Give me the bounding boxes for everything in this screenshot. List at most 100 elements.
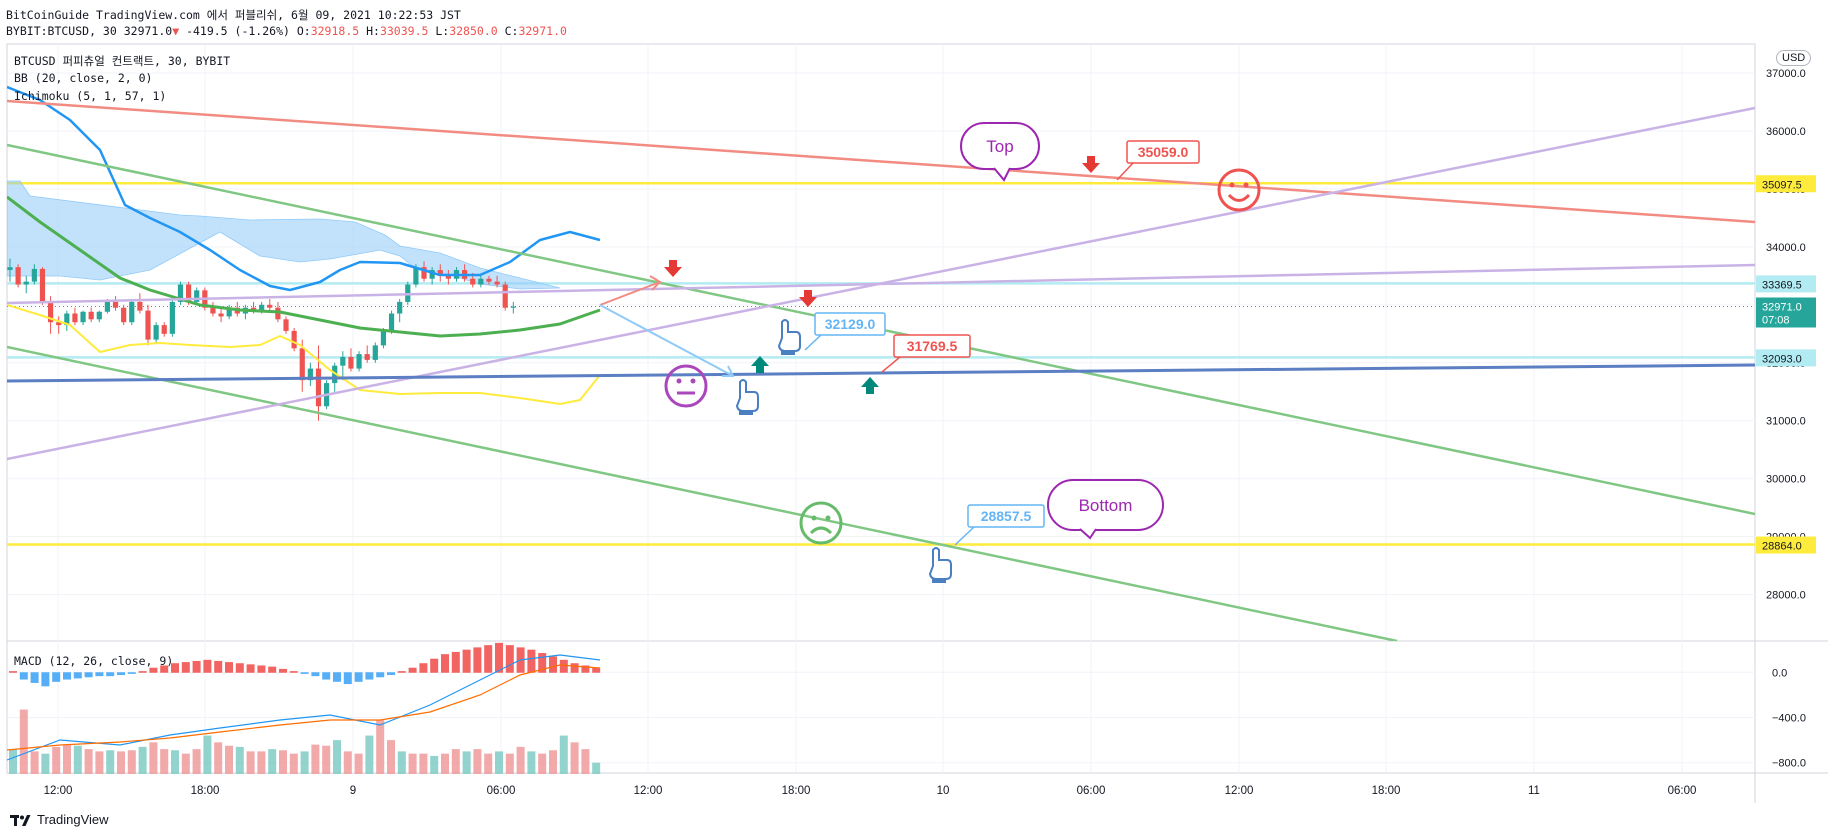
candle-up [510,306,516,308]
candle-down [39,268,46,302]
macd-hist-bar [354,672,363,682]
macd-volume-bar [419,753,428,774]
candle-up [397,301,403,314]
time-tick-label: 18:00 [1372,785,1401,797]
dizzy-face-icon-outline [799,501,843,545]
candle-down [267,304,273,308]
macd-hist-bar [300,672,309,674]
close-value: 32971.0 [518,24,567,38]
candle-down [15,267,21,285]
macd-volume-bar [527,751,536,774]
price-tick-label: 30000.0 [1766,474,1806,486]
tradingview-footer[interactable]: TradingView [10,812,109,827]
macd-volume-bar [462,751,471,774]
happy-face-icon-eye [1243,182,1249,188]
macd-hist-bar [397,671,406,673]
macd-volume-bar [235,746,244,774]
time-tick-label: 06:00 [487,785,516,797]
price-chart[interactable]: 12:00 18:00 9 06:00 12:00 18:00 10 06:00 12:00 18… [0,0,1828,805]
macd-hist-bar [289,671,298,673]
macd-hist-bar [505,645,514,673]
trend-line-red [7,99,1755,224]
macd-volume-bar [441,753,449,774]
happy-face-icon-outline [1217,168,1261,212]
macd-hist-bar [9,671,17,673]
macd-signal-line [6,664,601,751]
price-label-countdown: 07:08 [1762,315,1790,327]
note-28857-leader [954,526,975,546]
open-value: 32918.5 [310,24,360,38]
macd-hist-bar [149,667,158,673]
note-31769-text: 31769.5 [907,338,958,354]
projection-arrow-down [599,304,734,377]
note-32129-box [814,312,886,336]
time-tick-label: 06:00 [1077,785,1106,797]
macd-hist-bar [343,672,352,685]
candle-up [478,278,484,285]
note-35059-text: 35059.0 [1138,144,1189,160]
candle-down [348,356,354,369]
price-change: -419.5 (-1.26%) [186,24,290,38]
last-price: 32971.0 [123,24,173,38]
candle-down [502,284,508,308]
trend-line-green-lower [7,345,1398,641]
candle-up [7,267,13,271]
note-32129-text: 32129.0 [825,316,876,332]
candle-up [80,311,86,323]
main-pane: Top Bottom 35059.0 31769.5 32129.0 28857.5 [7,85,1755,641]
tradingview-logo-icon [10,815,31,826]
projection-arrow-down-head [722,365,735,377]
macd-volume-bar [9,749,17,774]
macd-hist-bar [52,672,61,682]
macd-hist-bar [311,672,320,677]
macd-volume-bar [117,751,125,774]
red-down-arrow-icon [799,290,817,307]
projection-arrow-up-head [649,275,662,291]
candle-up [226,307,232,317]
macd-volume-bar [19,709,28,774]
low-value: 32850.0 [449,24,498,38]
macd-hist-bar [495,642,503,673]
candle-up [332,365,338,384]
macd-hist-bar [95,672,104,677]
candle-down [218,313,224,317]
macd-hist-bar [527,649,536,673]
price-label: 35097.5 [1762,179,1802,191]
trend-line-blue [7,363,1755,383]
macd-hist-bar [484,645,493,673]
neutral-face-icon [664,364,708,408]
time-tick-label: 06:00 [1668,785,1697,797]
time-tick-label: 12:00 [634,785,663,797]
candle-down [494,281,500,285]
pointer-hand-icon [928,547,952,583]
candle-down [486,278,492,282]
macd-hist-bar [322,672,331,680]
macd-volume-bar [203,735,212,774]
neutral-face-icon-outline [664,364,708,408]
note-31769-box [893,334,971,358]
dizzy-face-icon [799,501,843,545]
macd-hist-bar [225,662,233,673]
note-35059-leader [1116,162,1134,181]
price-label-box [1756,175,1816,193]
candle-down [145,310,151,340]
macd-hist-bar [246,664,255,673]
macd-volume-bar [95,751,104,774]
candle-down [283,319,289,331]
currency-button[interactable]: USD [1776,50,1812,66]
macd-volume-bar [538,753,547,774]
price-tick-label: 28000.0 [1766,590,1806,602]
macd-hist-bar [192,660,201,673]
projection-arrow-up [599,281,661,306]
neutral-face-icon-eye [690,378,696,384]
macd-volume-bar [279,750,287,774]
note-35059: 35059.0 [1116,140,1200,181]
macd-volume-bar [343,751,352,774]
candle-up [388,313,395,331]
ohlc-header: BYBIT:BTCUSD, 30 32971.0▼ -419.5 (-1.26%… [6,24,567,38]
callout-bottom-text: Bottom [1079,496,1133,515]
macd-volume-bar [549,750,557,774]
pointer-hand-icon-cuff [781,350,795,355]
price-label-box [1756,349,1816,367]
legend-macd: MACD (12, 26, close, 9) [14,654,174,668]
